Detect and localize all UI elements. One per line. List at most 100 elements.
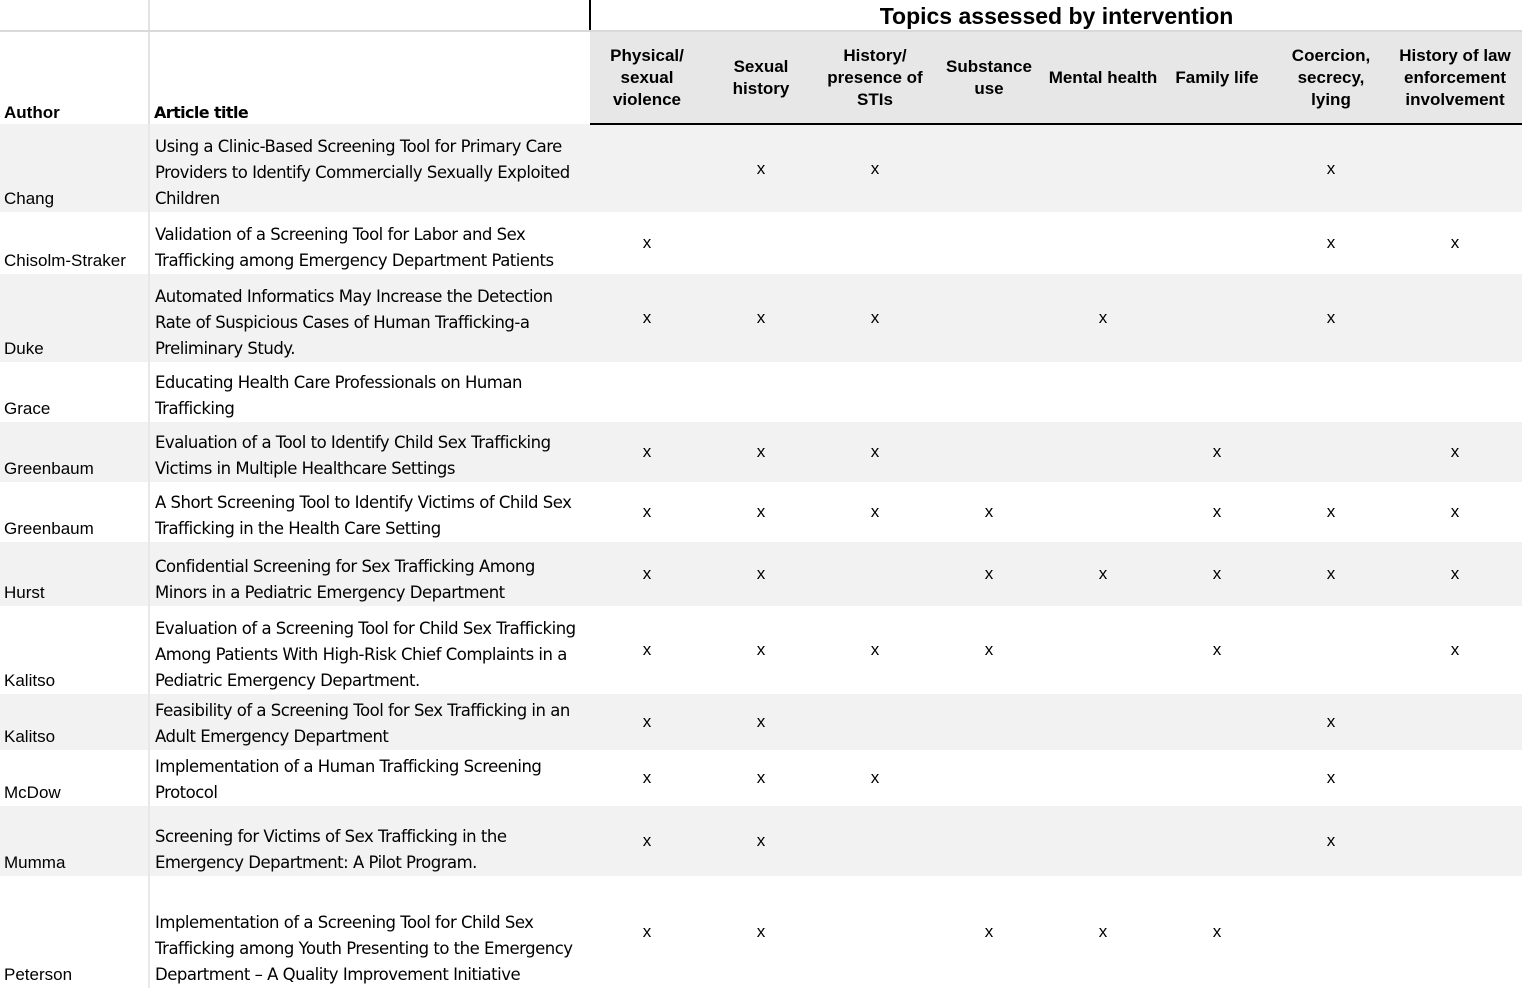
article-title-cell[interactable]: Validation of a Screening Tool for Labor…: [155, 225, 554, 270]
topic-mark-cell[interactable]: [932, 806, 1046, 876]
topic-mark-cell[interactable]: [1160, 274, 1274, 362]
topic-mark-cell[interactable]: x: [704, 124, 818, 212]
topic-mark-cell[interactable]: x: [1160, 422, 1274, 482]
topic-mark-cell[interactable]: x: [756, 502, 766, 521]
author-cell[interactable]: Peterson: [0, 876, 150, 988]
topic-mark-cell[interactable]: [590, 362, 704, 422]
topic-mark-cell[interactable]: x: [590, 274, 704, 362]
article-title-cell[interactable]: Using a Clinic-Based Screening Tool for …: [149, 124, 590, 212]
topic-mark-cell[interactable]: [1388, 274, 1522, 362]
topic-mark-cell[interactable]: [818, 362, 932, 422]
topic-mark-cell[interactable]: x: [818, 274, 932, 362]
author-cell[interactable]: Greenbaum: [0, 482, 150, 542]
topic-mark-cell[interactable]: [1046, 694, 1160, 750]
topic-mark-cell[interactable]: [818, 212, 932, 274]
article-title-cell[interactable]: Screening for Victims of Sex Trafficking…: [149, 806, 590, 876]
topic-mark-cell[interactable]: x: [818, 124, 932, 212]
author-cell[interactable]: McDow: [0, 750, 150, 806]
topic-mark-cell[interactable]: [1388, 750, 1522, 806]
topic-mark-cell[interactable]: [1160, 362, 1274, 422]
topic-mark-cell[interactable]: x: [642, 922, 652, 941]
topic-mark-cell[interactable]: x: [1326, 768, 1336, 787]
topic-mark-cell[interactable]: [1160, 694, 1274, 750]
topic-mark-cell[interactable]: [932, 694, 1046, 750]
article-title-cell[interactable]: Educating Health Care Professionals on H…: [155, 373, 522, 418]
topic-mark-cell[interactable]: x: [1450, 502, 1460, 521]
topic-mark-cell[interactable]: x: [1450, 233, 1460, 252]
topic-mark-cell[interactable]: x: [756, 640, 766, 659]
author-cell[interactable]: Chisolm-Straker: [0, 212, 150, 274]
topic-mark-cell[interactable]: x: [1274, 274, 1388, 362]
topic-mark-cell[interactable]: x: [870, 640, 880, 659]
topic-mark-cell[interactable]: x: [1274, 806, 1388, 876]
topic-mark-cell[interactable]: x: [642, 233, 652, 252]
topic-mark-cell[interactable]: [1388, 694, 1522, 750]
author-cell[interactable]: Kalitso: [0, 606, 150, 694]
author-cell[interactable]: Hurst: [0, 542, 150, 606]
topic-mark-cell[interactable]: x: [1046, 274, 1160, 362]
topic-mark-cell[interactable]: [1046, 124, 1160, 212]
topic-mark-cell[interactable]: x: [1388, 422, 1522, 482]
author-cell[interactable]: Grace: [0, 362, 150, 422]
topic-mark-cell[interactable]: [1274, 422, 1388, 482]
topic-mark-cell[interactable]: x: [704, 274, 818, 362]
topic-mark-cell[interactable]: [818, 694, 932, 750]
topic-mark-cell[interactable]: x: [1326, 233, 1336, 252]
topic-mark-cell[interactable]: [1046, 362, 1160, 422]
topic-mark-cell[interactable]: x: [704, 694, 818, 750]
topic-mark-cell[interactable]: [1274, 362, 1388, 422]
topic-mark-cell[interactable]: [1046, 422, 1160, 482]
topic-mark-cell[interactable]: x: [590, 542, 704, 606]
topic-mark-cell[interactable]: x: [1098, 922, 1108, 941]
topic-mark-cell[interactable]: x: [870, 502, 880, 521]
author-cell[interactable]: Duke: [0, 274, 150, 362]
article-title-cell[interactable]: Evaluation of a Tool to Identify Child S…: [149, 422, 590, 482]
article-title-cell[interactable]: A Short Screening Tool to Identify Victi…: [155, 493, 572, 538]
topic-mark-cell[interactable]: [1160, 124, 1274, 212]
topic-mark-cell[interactable]: x: [704, 806, 818, 876]
topic-mark-cell[interactable]: [1388, 124, 1522, 212]
article-title-cell[interactable]: Automated Informatics May Increase the D…: [149, 274, 590, 362]
topic-mark-cell[interactable]: x: [1212, 502, 1222, 521]
topic-mark-cell[interactable]: x: [590, 694, 704, 750]
topic-mark-cell[interactable]: x: [1450, 640, 1460, 659]
topic-mark-cell[interactable]: [1388, 806, 1522, 876]
topic-mark-cell[interactable]: x: [984, 502, 994, 521]
topic-mark-cell[interactable]: [1046, 750, 1160, 806]
topic-mark-cell[interactable]: x: [704, 542, 818, 606]
topic-mark-cell[interactable]: x: [642, 640, 652, 659]
topic-mark-cell[interactable]: [1160, 750, 1274, 806]
blank-cell[interactable]: [149, 0, 591, 32]
topic-mark-cell[interactable]: x: [642, 768, 652, 787]
topic-mark-cell[interactable]: [1160, 806, 1274, 876]
article-title-cell[interactable]: Implementation of a Screening Tool for C…: [155, 913, 573, 984]
topic-mark-cell[interactable]: [1160, 212, 1274, 274]
topic-mark-cell[interactable]: x: [704, 422, 818, 482]
topic-mark-cell[interactable]: [818, 542, 932, 606]
topic-mark-cell[interactable]: [932, 124, 1046, 212]
topic-mark-cell[interactable]: [1388, 362, 1522, 422]
topic-mark-cell[interactable]: x: [1388, 542, 1522, 606]
topic-mark-cell[interactable]: [1274, 606, 1388, 694]
topic-mark-cell[interactable]: x: [642, 502, 652, 521]
article-title-cell[interactable]: Feasibility of a Screening Tool for Sex …: [149, 694, 590, 750]
topic-mark-cell[interactable]: x: [932, 542, 1046, 606]
topic-mark-cell[interactable]: x: [1274, 694, 1388, 750]
topic-mark-cell[interactable]: x: [870, 768, 880, 787]
topic-mark-cell[interactable]: [1274, 876, 1388, 988]
topic-mark-cell[interactable]: [818, 876, 932, 988]
topic-mark-cell[interactable]: x: [590, 422, 704, 482]
topic-mark-cell[interactable]: x: [1212, 922, 1222, 941]
topic-mark-cell[interactable]: x: [984, 922, 994, 941]
topic-mark-cell[interactable]: [818, 806, 932, 876]
topic-mark-cell[interactable]: x: [1326, 502, 1336, 521]
blank-cell[interactable]: [0, 0, 150, 32]
author-cell[interactable]: Mumma: [0, 806, 150, 876]
topic-mark-cell[interactable]: [704, 362, 818, 422]
topic-mark-cell[interactable]: [704, 212, 818, 274]
topic-mark-cell[interactable]: [1046, 482, 1160, 542]
topic-mark-cell[interactable]: x: [590, 806, 704, 876]
topic-mark-cell[interactable]: [932, 750, 1046, 806]
topic-mark-cell[interactable]: x: [818, 422, 932, 482]
topic-mark-cell[interactable]: [590, 124, 704, 212]
